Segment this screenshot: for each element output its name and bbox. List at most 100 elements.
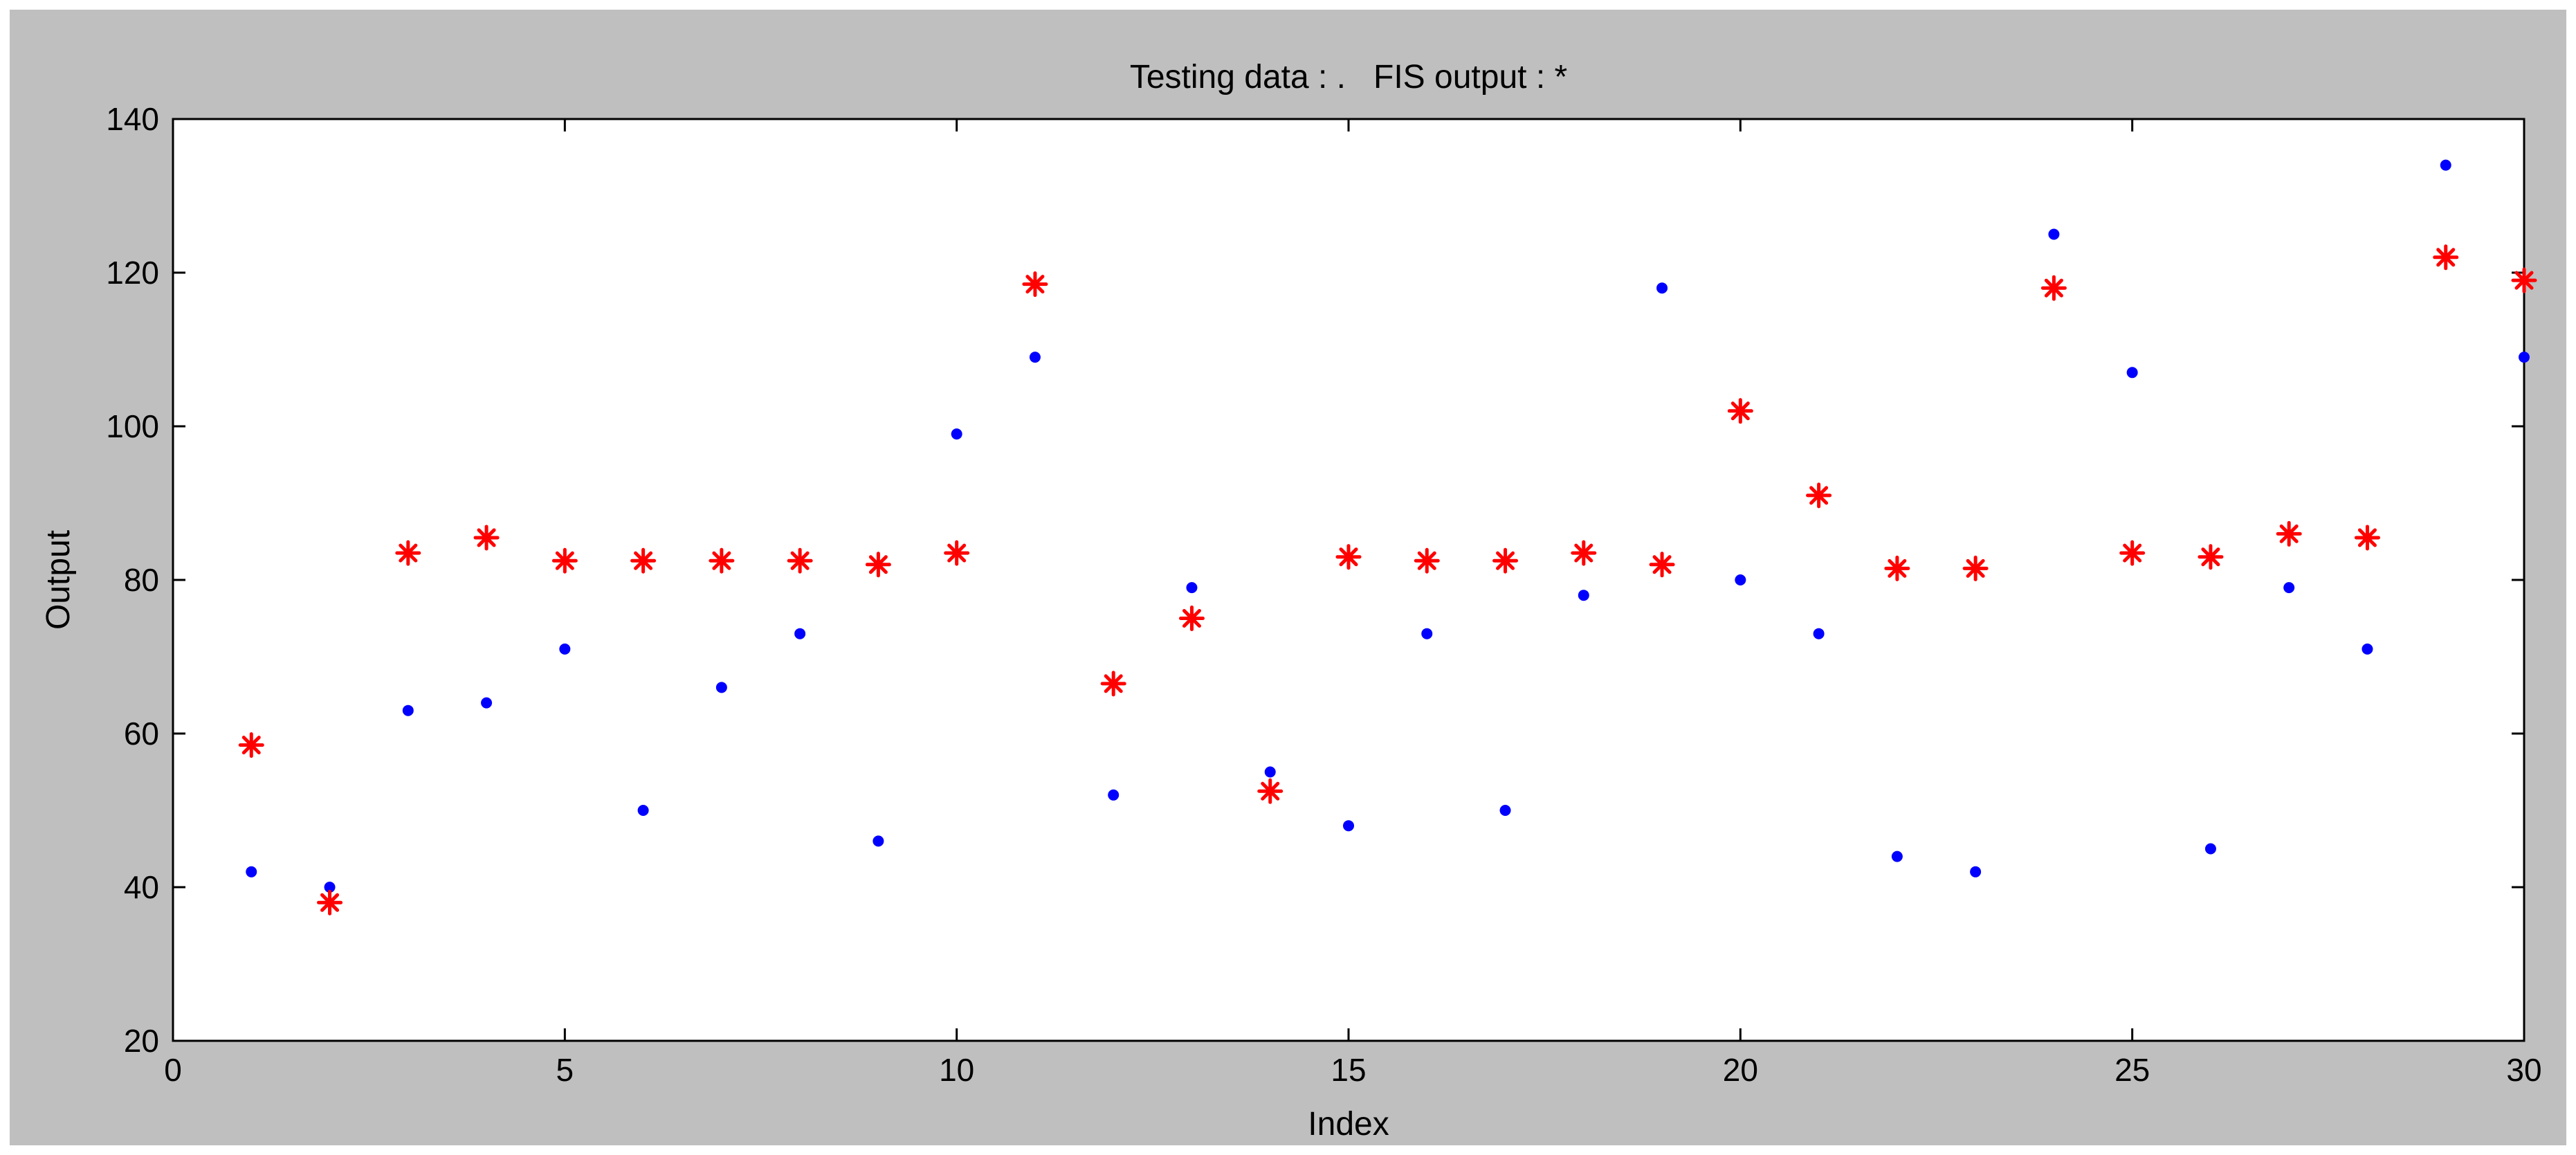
asterisk-stroke [2201, 547, 2220, 567]
fis-output-point [1884, 555, 1910, 581]
y-tick-label: 20 [124, 1023, 159, 1059]
fis-output-point [473, 525, 500, 551]
fis-output-point [1178, 606, 1205, 631]
x-tick-label: 0 [164, 1052, 182, 1088]
testing-data-point [1264, 766, 1276, 778]
x-tick-label: 25 [2114, 1052, 2150, 1088]
testing-data-point [2126, 367, 2138, 379]
asterisk-stroke [634, 551, 653, 570]
testing-data-point [951, 428, 962, 440]
testing-data-point [715, 682, 727, 693]
testing-data-point [2440, 159, 2451, 171]
x-axis-label: Index [1308, 1106, 1389, 1143]
fis-output-point [1649, 552, 1675, 578]
fis-output-point [551, 547, 578, 574]
y-tick-label: 60 [124, 716, 159, 752]
testing-data-point [1108, 789, 1120, 801]
fis-output-point [709, 547, 735, 574]
fis-output-point [2198, 544, 2224, 570]
fis-output-point [2119, 540, 2146, 566]
asterisk-stroke [555, 551, 574, 570]
testing-data-point [2283, 582, 2295, 594]
asterisk-stroke [1339, 547, 1358, 567]
asterisk-stroke [790, 551, 810, 570]
asterisk-stroke [399, 543, 418, 563]
testing-data-point [2204, 843, 2216, 855]
fis-output-point [944, 540, 970, 566]
asterisk-stroke [1574, 543, 1593, 563]
testing-data-point [2519, 352, 2530, 363]
asterisk-stroke [477, 528, 496, 547]
y-tick-label: 100 [106, 408, 159, 444]
asterisk-stroke [2123, 543, 2142, 563]
asterisk-stroke [868, 555, 888, 574]
asterisk-stroke [712, 551, 731, 570]
x-tick-label: 10 [939, 1052, 974, 1088]
y-tick-label: 140 [106, 101, 159, 137]
asterisk-stroke [1966, 558, 1985, 578]
asterisk-stroke [1496, 551, 1515, 570]
chart-title: Testing data : . FIS output : * [1130, 59, 1567, 96]
x-tick-label: 30 [2506, 1052, 2541, 1088]
testing-data-point [1813, 628, 1825, 639]
testing-data-point [873, 835, 884, 847]
y-tick-label: 80 [124, 562, 159, 598]
fis-output-point [238, 732, 264, 758]
fis-output-point [865, 552, 891, 578]
testing-data-point [559, 643, 571, 655]
fis-output-point [630, 547, 657, 574]
fis-output-point [1257, 778, 1284, 804]
fis-output-point [1962, 555, 1989, 581]
testing-data-point [1186, 582, 1198, 594]
testing-data-point [1578, 590, 1589, 601]
testing-data-point [1499, 805, 1511, 816]
asterisk-stroke [1809, 486, 1829, 505]
testing-data-point [794, 628, 806, 639]
testing-data-point [1421, 628, 1433, 639]
testing-data-point [1735, 574, 1746, 585]
asterisk-stroke [2044, 278, 2063, 298]
testing-data-point [637, 805, 649, 816]
x-tick-label: 15 [1331, 1052, 1366, 1088]
testing-data-point [1343, 820, 1354, 832]
y-axis-label: Output [40, 530, 77, 630]
fis-output-point [2354, 525, 2380, 551]
testing-data-point [481, 697, 493, 709]
testing-data-point [402, 704, 414, 716]
testing-data-point [2048, 228, 2060, 240]
fis-output-point [1100, 671, 1126, 697]
asterisk-stroke [2436, 248, 2456, 267]
fis-output-point [1414, 547, 1440, 574]
testing-data-point [1029, 352, 1041, 363]
fis-output-point [1727, 398, 1753, 424]
asterisk-stroke [1182, 609, 1201, 628]
tick-labels: 0 5 10 15 20 25 30 20 40 60 80 100 120 140 [106, 101, 2541, 1088]
x-tick-label: 20 [1723, 1052, 1758, 1088]
y-tick-label: 120 [106, 255, 159, 291]
asterisk-stroke [320, 893, 340, 912]
fis-output-point [787, 547, 813, 574]
asterisk-stroke [2357, 528, 2377, 547]
fis-output-point [2511, 267, 2537, 293]
fis-output-point [1022, 271, 1048, 298]
data-points [238, 159, 2537, 916]
asterisk-stroke [947, 543, 967, 563]
fis-output-point [395, 540, 421, 566]
axis-ticks [172, 118, 2525, 1042]
testing-data-point [1656, 282, 1668, 294]
asterisk-stroke [241, 736, 261, 755]
plot-area [172, 118, 2525, 1042]
y-tick-label: 40 [124, 869, 159, 905]
asterisk-stroke [2514, 271, 2534, 290]
asterisk-stroke [1417, 551, 1436, 570]
fis-output-point [317, 889, 343, 916]
fis-output-point [1571, 540, 1597, 566]
testing-data-point [1891, 851, 1903, 862]
series-2 [238, 244, 2537, 916]
testing-data-point [1970, 866, 1982, 877]
asterisk-stroke [1261, 781, 1280, 801]
testing-data-point [2362, 643, 2373, 655]
fis-output-point [2276, 520, 2302, 547]
asterisk-stroke [1104, 674, 1123, 693]
